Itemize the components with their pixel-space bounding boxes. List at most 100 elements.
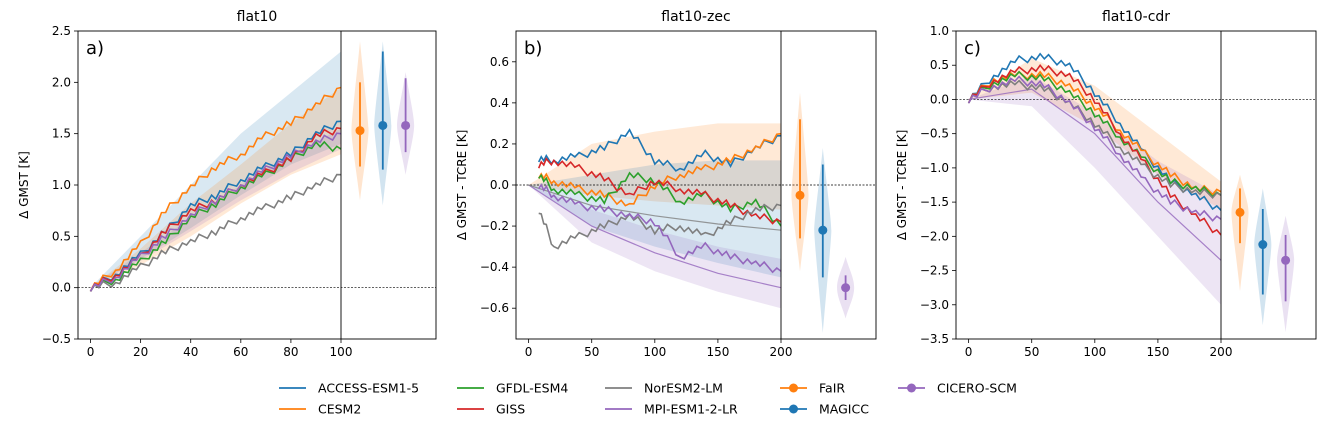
y-tick-label: −0.5 <box>920 127 949 141</box>
violin-median-cicero-scm <box>401 120 411 130</box>
y-tick-label: −1.5 <box>920 195 949 209</box>
uncertainty-band <box>90 87 341 288</box>
panel-label: b) <box>524 38 542 59</box>
legend-label: NorESM2-LM <box>644 381 723 396</box>
x-tick-label: 60 <box>233 345 248 359</box>
legend-label: GISS <box>496 402 525 417</box>
uncertainty-band <box>968 58 1221 209</box>
y-tick-label: 1.5 <box>52 127 71 141</box>
x-tick-label: 100 <box>1083 345 1106 359</box>
y-tick-label: −2.0 <box>920 229 949 243</box>
legend-label: ACCESS-ESM1-5 <box>318 381 419 396</box>
y-tick-label: 0.0 <box>490 178 509 192</box>
legend-marker <box>789 383 798 393</box>
y-tick-label: −3.0 <box>920 298 949 312</box>
panel-title: flat10 <box>237 9 278 25</box>
legend-marker <box>789 404 798 414</box>
series-line-cesm2 <box>89 86 341 292</box>
y-tick-label: 1.0 <box>930 24 949 38</box>
series-line-giss <box>967 63 1221 236</box>
y-tick-label: −0.6 <box>480 301 509 315</box>
uncertainty-band <box>528 123 781 210</box>
x-tick-label: 0 <box>525 345 533 359</box>
violin-median-cicero-scm <box>841 283 851 293</box>
violin-median-fair <box>1235 207 1245 217</box>
series-line-access-esm1-5 <box>89 120 341 292</box>
violin-median-magicc <box>378 120 388 130</box>
series-line-gfdl-esm4 <box>967 70 1221 198</box>
uncertainty-band <box>528 185 781 309</box>
x-tick-label: 150 <box>1146 345 1169 359</box>
series-line-cesm2 <box>538 132 781 207</box>
legend-item: GFDL-ESM4 <box>457 381 568 396</box>
legend-label: CESM2 <box>318 402 361 417</box>
series-line-mpi-esm1-2-lr <box>538 183 781 274</box>
y-tick-label: 0.5 <box>930 58 949 72</box>
y-tick-label: 0.0 <box>52 281 71 295</box>
series-line-noresm2-lm <box>89 173 341 292</box>
panel-2: 0 50 100 150 200 −0.6 −0.4 −0.2 0.0 0.2 0.4 0.6 flat… <box>455 9 877 359</box>
legend-item: CICERO-SCM <box>898 381 1017 396</box>
series-line-mpi-esm1-2-lr <box>967 75 1221 222</box>
y-tick-label: −0.4 <box>480 260 509 274</box>
panel-title: flat10-zec <box>661 9 730 25</box>
y-axis-label: Δ GMST - TCRE [K] <box>455 130 469 241</box>
y-tick-label: −0.2 <box>480 219 509 233</box>
legend-item: CESM2 <box>279 402 361 417</box>
legend-item: GISS <box>457 402 525 417</box>
legend-label: FaIR <box>819 381 845 396</box>
y-tick-label: 0.4 <box>490 96 509 110</box>
violin-median-fair <box>795 190 805 200</box>
legend-label: CICERO-SCM <box>937 381 1017 396</box>
legend-item: NorESM2-LM <box>605 381 723 396</box>
panel-title: flat10-cdr <box>1102 9 1170 25</box>
violin-median-cicero-scm <box>1281 255 1291 265</box>
series-line-access-esm1-5 <box>537 128 781 172</box>
violin-median-magicc <box>1258 240 1268 250</box>
y-tick-label: 1.0 <box>52 178 71 192</box>
x-tick-label: 200 <box>1210 345 1233 359</box>
axes-frame <box>955 30 1317 340</box>
x-tick-label: 40 <box>183 345 198 359</box>
y-tick-label: 0.6 <box>490 55 509 69</box>
y-tick-label: 2.0 <box>52 75 71 89</box>
y-tick-label: −1.0 <box>920 161 949 175</box>
series-line-mpi-esm1-2-lr <box>89 132 341 292</box>
y-tick-label: −0.5 <box>42 332 71 346</box>
legend-item: MPI-ESM1-2-LR <box>605 402 738 417</box>
y-tick-label: −3.5 <box>920 332 949 346</box>
model-mean-line <box>968 88 1222 261</box>
series-line-gfdl-esm4 <box>89 140 341 292</box>
y-axis-label: Δ GMST [K] <box>17 151 31 219</box>
legend-item: FaIR <box>780 381 845 396</box>
y-tick-label: 2.5 <box>52 24 71 38</box>
legend: ACCESS-ESM1-5 CESM2 GFDL-ESM4 GISS NorESM2-L… <box>279 381 1017 417</box>
series-line-noresm2-lm <box>967 79 1221 200</box>
series-line-cesm2 <box>967 70 1221 196</box>
y-axis-label: Δ GMST - TCRE [K] <box>895 130 909 241</box>
y-tick-label: 0.5 <box>52 229 71 243</box>
x-tick-label: 100 <box>330 345 353 359</box>
legend-item: MAGICC <box>780 402 869 417</box>
legend-label: GFDL-ESM4 <box>496 381 568 396</box>
y-tick-label: −2.5 <box>920 264 949 278</box>
uncertainty-band <box>968 75 1221 305</box>
x-tick-label: 80 <box>283 345 298 359</box>
panel-1: 0 20 40 60 80 100 −0.5 0.0 0.5 1.0 1.5 2.0 2.5 flat10… <box>17 9 437 359</box>
y-tick-label: 0.0 <box>930 92 949 106</box>
panel-3: 0 50 100 150 200 −3.5 −3.0 −2.5 −2.0 −1.5 −1.0 −0.5… <box>895 9 1317 359</box>
x-tick-label: 150 <box>706 345 729 359</box>
panel-label: a) <box>86 38 104 59</box>
legend-item: ACCESS-ESM1-5 <box>279 381 419 396</box>
x-tick-label: 0 <box>965 345 973 359</box>
x-tick-label: 0 <box>87 345 95 359</box>
panel-label: c) <box>964 38 981 59</box>
legend-label: MAGICC <box>819 402 869 417</box>
x-tick-label: 50 <box>584 345 599 359</box>
series-line-noresm2-lm <box>538 203 781 250</box>
legend-label: MPI-ESM1-2-LR <box>644 402 738 417</box>
x-tick-label: 20 <box>133 345 148 359</box>
legend-marker <box>907 383 916 393</box>
model-mean-line <box>528 184 782 289</box>
